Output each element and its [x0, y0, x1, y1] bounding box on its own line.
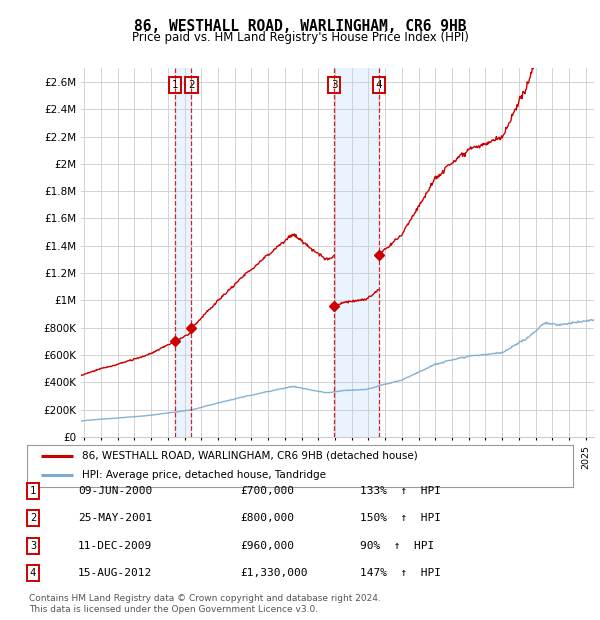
Text: 1: 1 [30, 486, 36, 496]
Text: 09-JUN-2000: 09-JUN-2000 [78, 486, 152, 496]
Bar [175, 68, 191, 437]
Bar [334, 68, 379, 437]
Text: 25-MAY-2001: 25-MAY-2001 [78, 513, 152, 523]
Text: 3: 3 [30, 541, 36, 551]
Text: 133%  ↑  HPI: 133% ↑ HPI [360, 486, 441, 496]
Text: £800,000: £800,000 [240, 513, 294, 523]
Text: 15-AUG-2012: 15-AUG-2012 [78, 568, 152, 578]
Text: 147%  ↑  HPI: 147% ↑ HPI [360, 568, 441, 578]
Text: 3: 3 [331, 80, 337, 90]
Text: Price paid vs. HM Land Registry's House Price Index (HPI): Price paid vs. HM Land Registry's House … [131, 31, 469, 44]
Text: 1: 1 [172, 80, 179, 90]
Text: £700,000: £700,000 [240, 486, 294, 496]
Text: 2: 2 [30, 513, 36, 523]
Text: Contains HM Land Registry data © Crown copyright and database right 2024.
This d: Contains HM Land Registry data © Crown c… [29, 595, 380, 614]
Text: 86, WESTHALL ROAD, WARLINGHAM, CR6 9HB: 86, WESTHALL ROAD, WARLINGHAM, CR6 9HB [134, 19, 466, 33]
Text: 4: 4 [376, 80, 382, 90]
Text: 2: 2 [188, 80, 194, 90]
Text: 11-DEC-2009: 11-DEC-2009 [78, 541, 152, 551]
Text: 86, WESTHALL ROAD, WARLINGHAM, CR6 9HB (detached house): 86, WESTHALL ROAD, WARLINGHAM, CR6 9HB (… [82, 451, 418, 461]
Text: HPI: Average price, detached house, Tandridge: HPI: Average price, detached house, Tand… [82, 471, 326, 480]
Text: 90%  ↑  HPI: 90% ↑ HPI [360, 541, 434, 551]
Text: £1,330,000: £1,330,000 [240, 568, 308, 578]
Text: 150%  ↑  HPI: 150% ↑ HPI [360, 513, 441, 523]
Text: 4: 4 [30, 568, 36, 578]
Text: £960,000: £960,000 [240, 541, 294, 551]
